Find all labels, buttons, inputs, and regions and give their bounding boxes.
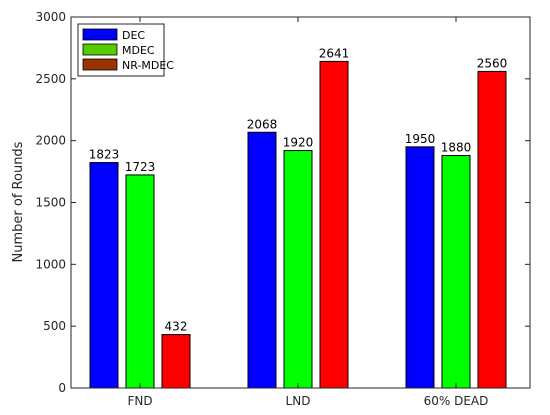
bar-dec-lnd [247,131,277,389]
data-label: 1723 [125,160,156,174]
bar-mdec-60-dead [441,155,471,389]
x-tick-label: FND [127,394,152,408]
y-tick-label: 1500 [35,196,66,210]
data-label: 1920 [283,136,314,150]
bar-nr-mdec-fnd [161,334,191,389]
bar-nr-mdec-lnd [319,60,349,389]
y-tick-label: 0 [58,381,66,395]
data-label: 1880 [441,141,472,155]
legend-label-nr-mdec: NR-MDEC [122,59,174,72]
data-label: 432 [165,320,188,334]
bar-dec-60-dead [405,146,435,389]
data-labels-layer: 1823 1723 432 2068 1920 2641 1950 1880 2560 [89,46,508,333]
data-label: 2560 [477,56,508,70]
bar-nr-mdec-60-dead [477,70,507,389]
data-label: 2641 [319,46,350,60]
bars-layer [89,60,507,389]
legend-swatch-dec [82,28,118,41]
data-label: 1823 [89,148,120,162]
bar-mdec-lnd [283,150,313,389]
y-tick-label: 2000 [35,134,66,148]
y-tick-label: 1000 [35,257,66,271]
legend-swatch-nr-mdec [82,58,118,71]
y-tick-label: 500 [43,319,66,333]
x-tick-label: LND [286,394,311,408]
legend-label-dec: DEC [122,29,145,42]
bar-mdec-fnd [125,174,155,389]
x-tick-label: 60% DEAD [424,394,489,408]
legend-label-mdec: MDEC [122,44,155,57]
legend-swatch-mdec [82,43,118,56]
data-label: 2068 [247,117,278,131]
x-axis: FND LND 60% DEAD [127,17,488,408]
y-tick-label: 2500 [35,72,66,86]
bar-dec-fnd [89,162,119,389]
y-axis: 0 500 1000 1500 2000 2500 3000 [35,10,530,395]
y-axis-title: Number of Rounds [11,141,26,262]
data-label: 1950 [405,132,436,146]
legend: DEC MDEC NR-MDEC [77,23,174,77]
y-tick-label: 3000 [35,10,66,24]
